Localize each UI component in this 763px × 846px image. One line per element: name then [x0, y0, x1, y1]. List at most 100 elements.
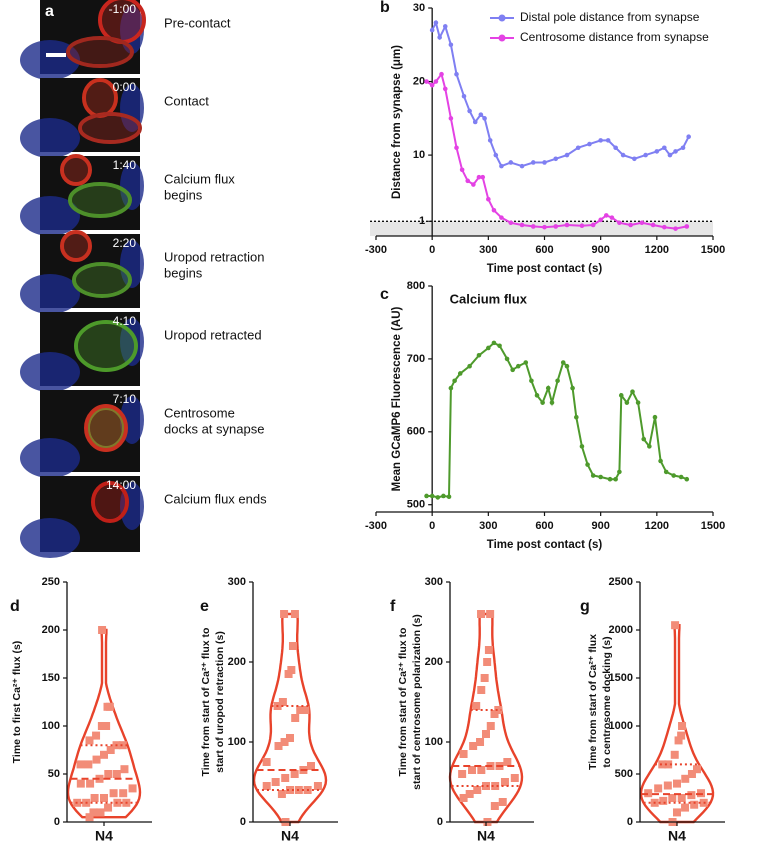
data-point — [624, 400, 630, 405]
frame-caption: Pre-contact — [164, 15, 231, 30]
y-tick-label: 300 — [228, 576, 246, 588]
data-point — [98, 626, 107, 634]
x-tick-label: N4 — [95, 828, 113, 844]
data-point — [435, 495, 441, 500]
data-point — [670, 750, 679, 759]
cell-fill — [70, 40, 130, 64]
data-point — [664, 760, 673, 769]
y-tick-label: 100 — [425, 736, 443, 748]
cell-fill — [76, 266, 128, 294]
data-point — [673, 808, 681, 817]
data-point — [687, 770, 696, 778]
cell — [66, 36, 134, 68]
data-point — [102, 722, 111, 730]
y-tick-label: 800 — [407, 280, 425, 292]
data-point — [617, 469, 622, 475]
x-axis-title: Time post contact (s) — [487, 539, 603, 551]
y-tick-label: 0 — [240, 816, 246, 828]
data-point — [671, 473, 676, 478]
cell-bg — [20, 274, 80, 314]
data-point — [286, 786, 294, 794]
data-point — [465, 178, 471, 184]
data-point — [454, 71, 459, 77]
data-point — [673, 149, 678, 154]
data-point — [301, 706, 310, 714]
cell-bg — [20, 352, 80, 392]
cell — [74, 320, 138, 372]
data-point — [476, 174, 482, 180]
y-tick-label: 2000 — [609, 624, 633, 636]
frame-caption: Centrosome — [164, 405, 235, 420]
data-point — [433, 20, 439, 26]
data-point — [486, 610, 495, 618]
data-point — [678, 474, 684, 480]
data-point — [469, 742, 478, 750]
y-axis-title: Mean GCaMP6 Fluorescence (AU) — [391, 306, 403, 491]
cell-bg — [20, 40, 80, 80]
data-point — [598, 217, 603, 223]
data-point — [433, 79, 439, 84]
data-point — [459, 750, 468, 758]
y-tick-label: 10 — [413, 149, 425, 161]
data-point — [523, 360, 529, 365]
data-point — [103, 702, 112, 711]
data-point — [659, 796, 668, 805]
frame: 14:00 Calcium flux ends — [20, 476, 267, 558]
data-point — [605, 138, 611, 143]
data-point — [549, 400, 555, 405]
y-tick-label: 500 — [615, 768, 633, 780]
data-point — [530, 224, 536, 229]
data-point — [104, 770, 113, 778]
data-point — [477, 686, 486, 694]
legend-label: Centrosome distance from synapse — [520, 30, 709, 44]
panel-label: c — [380, 286, 389, 303]
cell-bg — [120, 84, 144, 132]
data-point — [519, 163, 525, 169]
data-point — [476, 738, 485, 746]
frame-time: 14:00 — [106, 478, 136, 492]
data-point — [76, 779, 85, 788]
frame: -1:00 Pre-contact — [20, 0, 231, 80]
data-point — [678, 722, 687, 730]
data-point — [487, 138, 493, 143]
data-point — [690, 800, 699, 809]
data-point — [680, 145, 686, 151]
chart-title: Calcium flux — [450, 291, 528, 306]
data-point — [454, 145, 459, 151]
cell-fill — [102, 0, 142, 40]
data-point — [104, 803, 113, 812]
frame-time: -1:00 — [109, 2, 137, 16]
data-point — [654, 149, 660, 154]
data-point — [467, 108, 472, 114]
y-tick-label: 0 — [627, 816, 633, 828]
frame-caption: Uropod retraction — [164, 249, 264, 264]
data-point — [472, 702, 481, 710]
y-axis-title: Time from start of Ca²⁺ flux to — [397, 628, 409, 777]
data-point — [692, 765, 701, 774]
y-tick-label: 150 — [42, 672, 60, 684]
data-point — [76, 760, 85, 769]
y-axis-title: to centrosome docking (s) — [601, 636, 613, 767]
frame-time: 0:00 — [113, 80, 137, 94]
cell-fill — [88, 408, 124, 448]
series-line — [431, 19, 690, 168]
data-point — [647, 444, 652, 449]
data-point — [590, 473, 596, 478]
data-point — [632, 156, 637, 162]
data-point — [590, 222, 596, 228]
data-point — [553, 156, 559, 162]
cell-bg — [120, 162, 144, 210]
data-point — [684, 224, 690, 229]
frame-time: 1:40 — [113, 158, 137, 172]
x-tick-label: N4 — [668, 828, 686, 844]
data-point — [510, 774, 519, 782]
data-point — [85, 736, 94, 745]
data-point — [290, 610, 299, 618]
y-tick-label: 100 — [228, 736, 246, 748]
data-point — [681, 803, 690, 812]
data-point — [120, 765, 129, 774]
data-point — [262, 758, 271, 766]
y-axis-title: start of uropod retraction (s) — [214, 631, 226, 773]
scale-bar — [46, 53, 66, 57]
data-point — [95, 774, 104, 783]
